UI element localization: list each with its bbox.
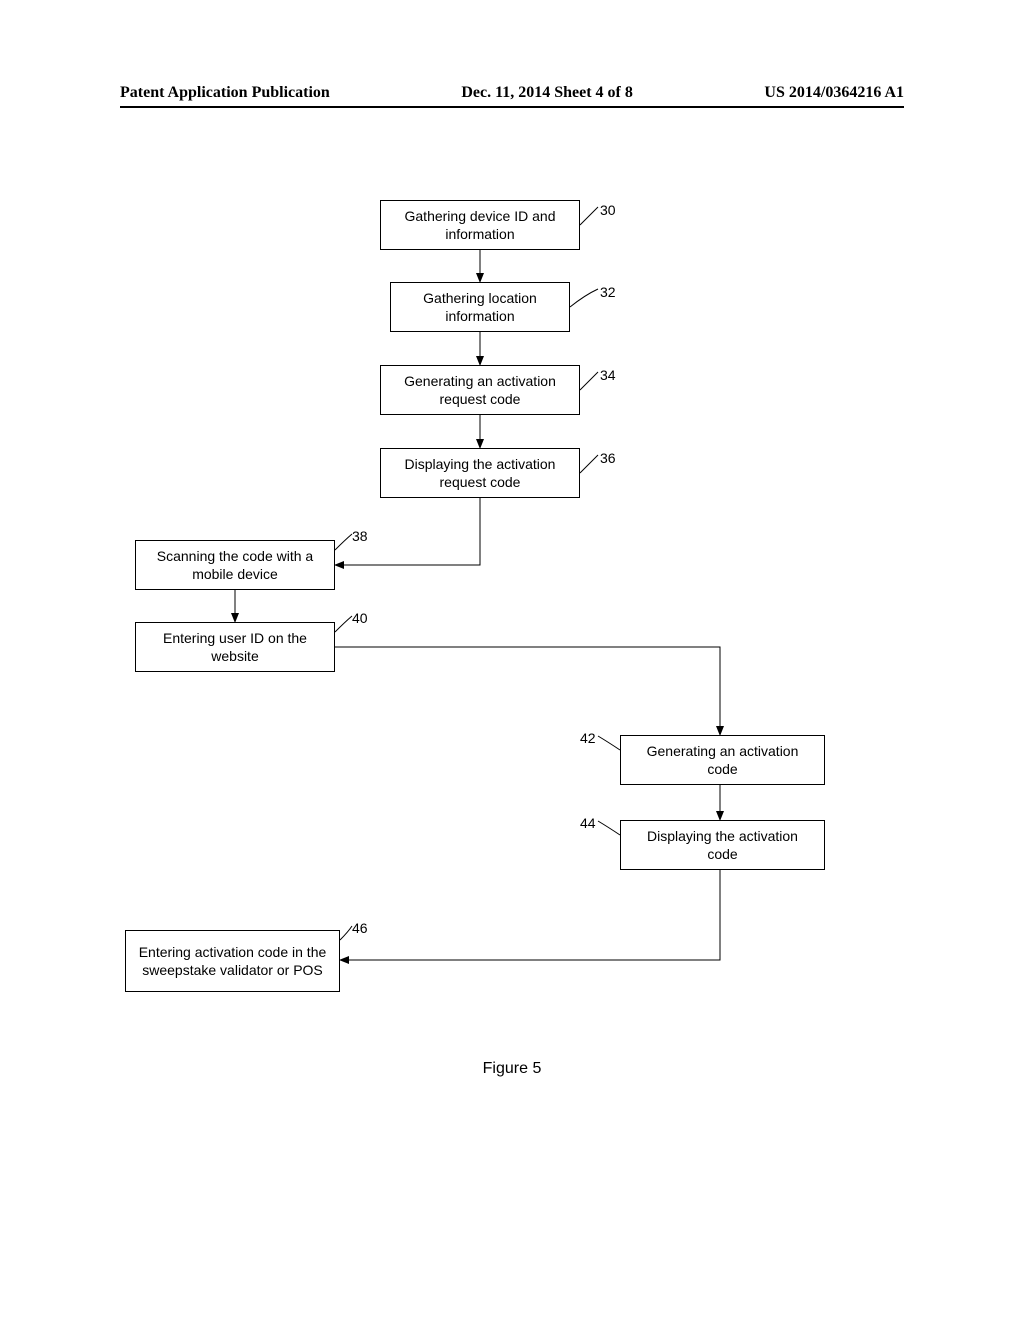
reference-number: 44 <box>580 815 596 831</box>
reference-number: 40 <box>352 610 368 626</box>
leader-line <box>580 207 598 225</box>
leader-line <box>335 534 352 550</box>
flowchart-node: Gathering location information <box>390 282 570 332</box>
flowchart-node: Scanning the code with a mobile device <box>135 540 335 590</box>
header-right: US 2014/0364216 A1 <box>764 84 904 102</box>
flowchart-node: Entering user ID on the website <box>135 622 335 672</box>
figure-caption: Figure 5 <box>0 1060 1024 1078</box>
flowchart: Gathering device ID and information 30 Gat… <box>0 190 1024 1090</box>
reference-number: 36 <box>600 450 616 466</box>
flowchart-node: Gathering device ID and information <box>380 200 580 250</box>
flowchart-node: Displaying the activation request code <box>380 448 580 498</box>
flowchart-node: Displaying the activation code <box>620 820 825 870</box>
flowchart-node: Entering activation code in the sweepsta… <box>125 930 340 992</box>
reference-number: 34 <box>600 367 616 383</box>
flowchart-node: Generating an activation code <box>620 735 825 785</box>
reference-number: 30 <box>600 202 616 218</box>
leader-line <box>598 736 620 750</box>
reference-number: 46 <box>352 920 368 936</box>
leader-line <box>598 821 620 835</box>
reference-number: 32 <box>600 284 616 300</box>
leader-line <box>335 616 352 632</box>
reference-number: 42 <box>580 730 596 746</box>
leader-line <box>580 372 598 390</box>
leader-line <box>580 455 598 473</box>
flowchart-edge <box>340 870 720 960</box>
flowchart-edge <box>335 647 720 735</box>
header-left: Patent Application Publication <box>120 84 330 102</box>
flowchart-node: Generating an activation request code <box>380 365 580 415</box>
header-center: Dec. 11, 2014 Sheet 4 of 8 <box>461 84 633 102</box>
reference-number: 38 <box>352 528 368 544</box>
leader-line <box>570 289 598 307</box>
page-header: Patent Application Publication Dec. 11, … <box>0 84 1024 102</box>
leader-line <box>340 926 352 940</box>
header-rule <box>120 106 904 108</box>
